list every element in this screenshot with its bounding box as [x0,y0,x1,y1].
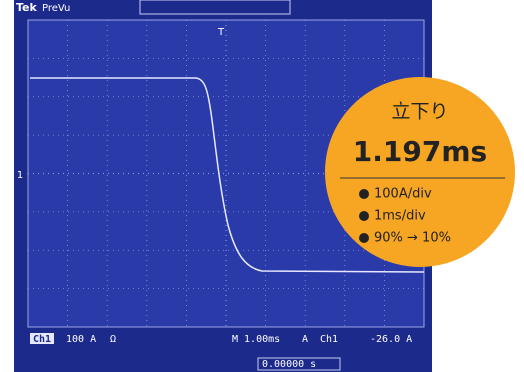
status-position: 0.00000 s [262,359,316,370]
status-trigger-mode: A [302,334,308,345]
status-trigger-source: Ch1 [320,334,338,345]
callout-value: 1.197ms [353,135,487,168]
callout-note: 100A/div [374,187,432,202]
status-timebase: M 1.00ms [232,334,280,345]
channel-marker: 1 [17,170,23,181]
screenshot: Tek PreVu T 1 Ch1 100 A Ω M 1.00ms A Ch1… [0,0,524,372]
status-channel: Ch1 [33,334,51,345]
callout-note: 90% → 10% [374,231,451,246]
bullet [359,233,369,243]
status-scale: 100 A [66,334,96,345]
trigger-marker: T [217,27,225,38]
callout-title: 立下り [391,101,448,123]
status-coupling: Ω [110,334,116,345]
callout-note: 1ms/div [374,209,426,224]
mode: PreVu [42,3,70,14]
status-trigger-level: -26.0 A [370,334,412,345]
bullet [359,189,369,199]
bullet [359,211,369,221]
brand: Tek [16,1,38,14]
